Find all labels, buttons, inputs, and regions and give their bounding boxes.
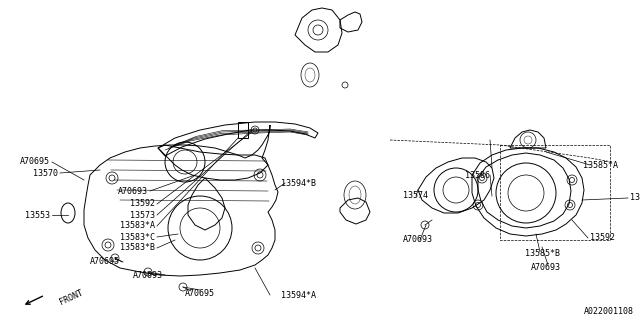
Text: 13583*A: 13583*A <box>120 221 155 230</box>
Text: 13583*B: 13583*B <box>120 244 155 252</box>
Text: A70693: A70693 <box>118 187 148 196</box>
Text: 13586: 13586 <box>465 171 490 180</box>
Text: A022001108: A022001108 <box>584 308 634 316</box>
Text: 13594*B: 13594*B <box>280 179 316 188</box>
Text: 13594*A: 13594*A <box>280 291 316 300</box>
Text: 13573: 13573 <box>130 211 155 220</box>
Text: 13574: 13574 <box>403 191 428 201</box>
Text: 13553: 13553 <box>25 211 50 220</box>
Text: 13592: 13592 <box>130 199 155 209</box>
Text: A70695: A70695 <box>20 157 50 166</box>
Text: A70693: A70693 <box>403 236 433 244</box>
Text: 13585*A: 13585*A <box>583 161 618 170</box>
Text: FRONT: FRONT <box>58 288 84 306</box>
Text: 13583*C: 13583*C <box>120 233 155 242</box>
Text: 13570: 13570 <box>33 169 58 178</box>
Text: A70693: A70693 <box>133 270 163 279</box>
Text: 13585*B: 13585*B <box>525 250 561 259</box>
Text: 13592: 13592 <box>590 234 615 243</box>
Text: A70695: A70695 <box>90 258 120 267</box>
Text: 13575: 13575 <box>630 194 640 203</box>
Text: A70693: A70693 <box>531 262 561 271</box>
Text: A70695: A70695 <box>185 290 215 299</box>
